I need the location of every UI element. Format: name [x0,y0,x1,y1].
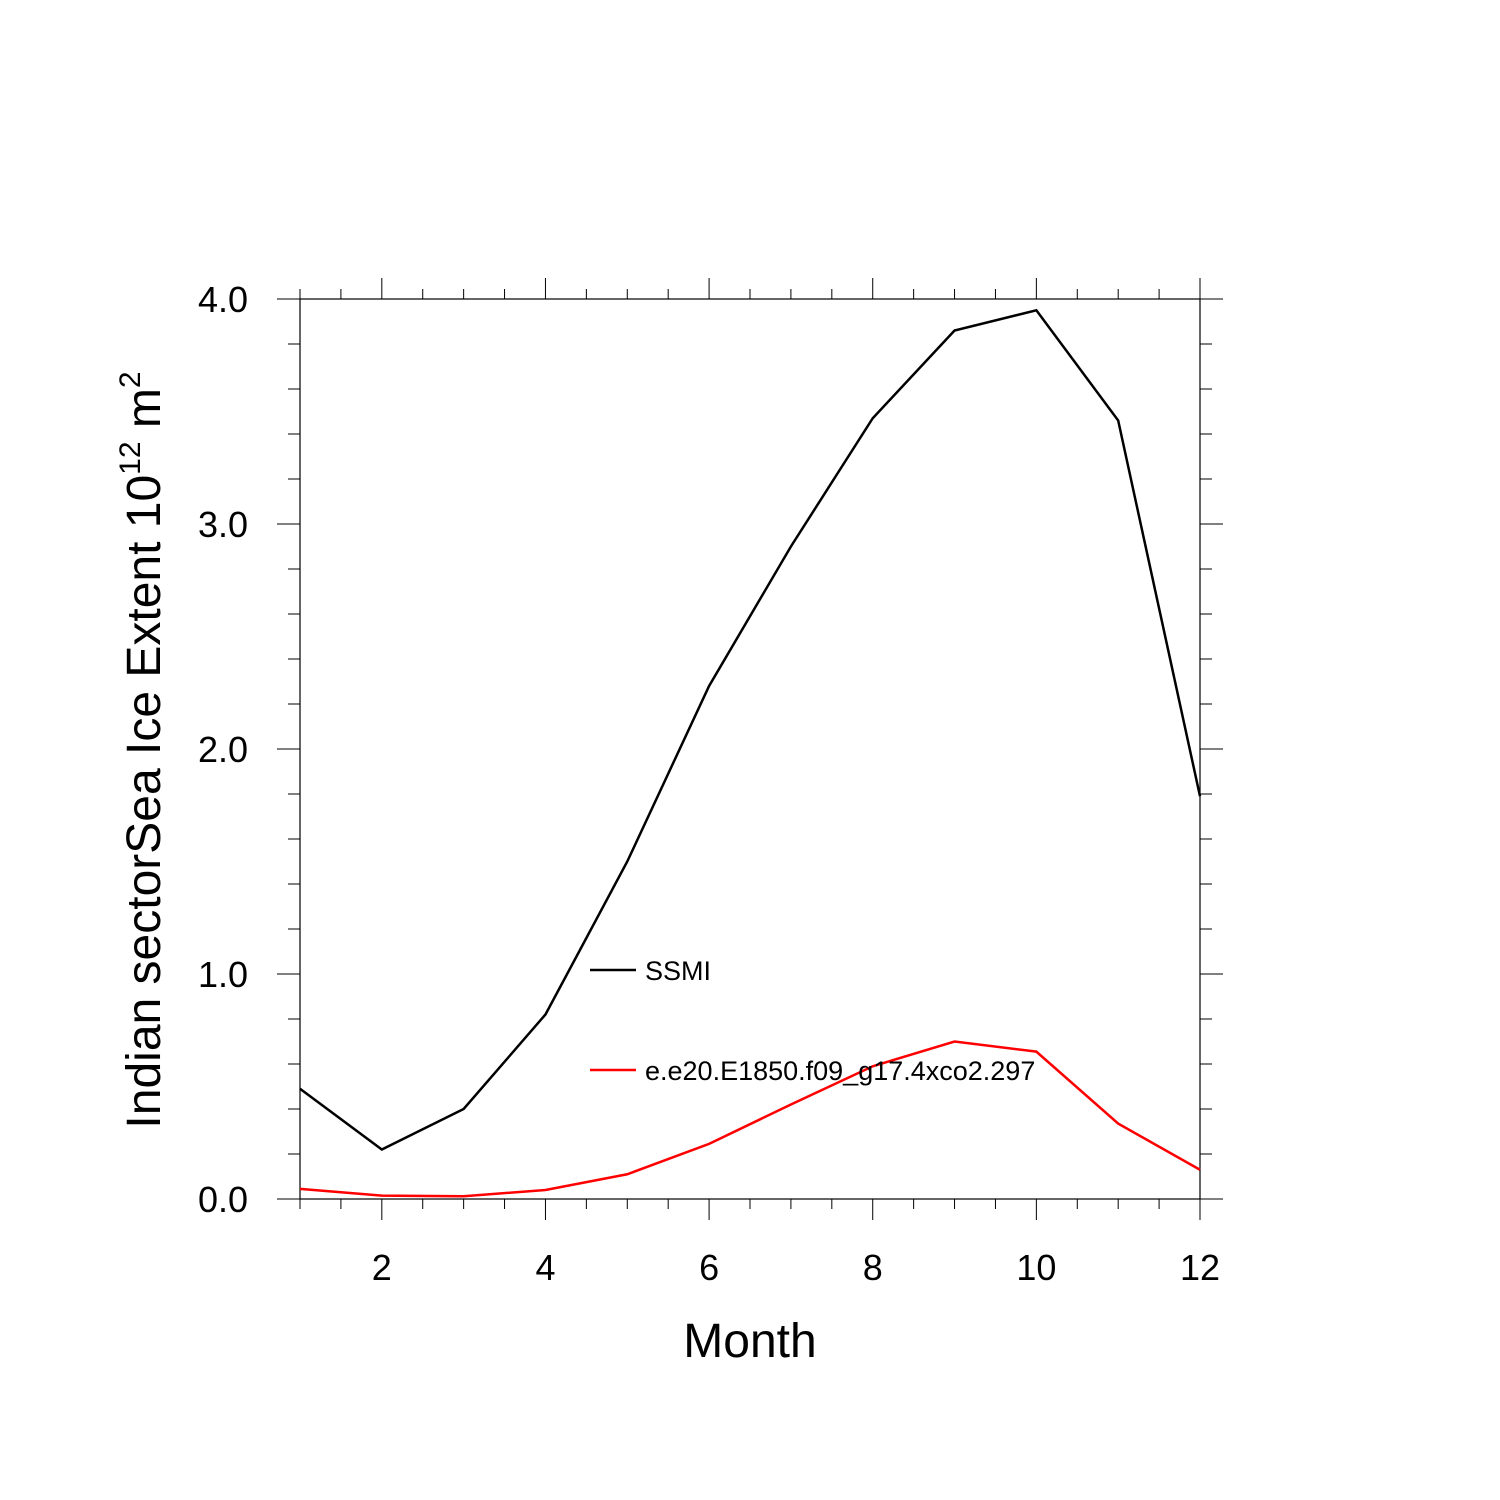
y-tick-label: 3.0 [198,504,248,545]
y-axis-title: Indian sectorSea Ice Extent 1012 m2 [114,371,171,1128]
x-tick-label: 6 [699,1247,719,1288]
y-axis-title-main: Indian sectorSea Ice Extent 10 [118,475,171,1129]
x-tick-label: 12 [1180,1247,1220,1288]
x-tick-label: 10 [1016,1247,1056,1288]
y-axis-title-unit: m [118,388,171,441]
x-tick-label: 8 [863,1247,883,1288]
x-axis-title: Month [683,1315,816,1368]
x-tick-labels: 2 4 6 8 10 12 [372,1247,1220,1288]
x-tick-label: 4 [535,1247,555,1288]
legend-label-ssmi: SSMI [645,956,711,986]
series-lines [299,308,1202,1198]
y-tick-label: 1.0 [198,954,248,995]
y-tick-labels: 0.0 1.0 2.0 3.0 4.0 [198,279,248,1220]
y-tick-label: 2.0 [198,729,248,770]
y-tick-label: 4.0 [198,279,248,320]
y-tick-label: 0.0 [198,1179,248,1220]
y-axis-title-exponent: 12 [114,441,147,474]
x-tick-label: 2 [372,1247,392,1288]
series-line-1 [299,1040,1201,1198]
series-line-0 [299,308,1202,1151]
tick-marks [277,278,1223,1220]
legend-label-e1850: e.e20.E1850.f09_g17.4xco2.297 [645,1056,1035,1086]
y-axis-title-unit-exponent: 2 [114,371,147,388]
legend: SSMI e.e20.E1850.f09_g17.4xco2.297 [590,956,1035,1086]
